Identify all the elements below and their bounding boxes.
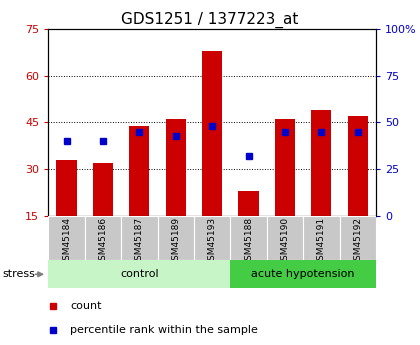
- Bar: [339, 216, 376, 260]
- Text: acute hypotension: acute hypotension: [251, 269, 355, 279]
- Bar: [165, 119, 186, 216]
- Text: GSM45193: GSM45193: [207, 217, 217, 266]
- Bar: [48, 216, 85, 260]
- Bar: [121, 216, 158, 260]
- Bar: [311, 110, 331, 216]
- Text: GSM45190: GSM45190: [281, 217, 289, 266]
- Bar: [348, 116, 368, 216]
- Bar: [194, 216, 230, 260]
- Bar: [202, 51, 222, 216]
- Bar: [57, 160, 76, 216]
- Bar: [85, 216, 121, 260]
- Text: percentile rank within the sample: percentile rank within the sample: [70, 325, 258, 335]
- Bar: [158, 216, 194, 260]
- Text: control: control: [120, 269, 159, 279]
- Bar: [48, 260, 230, 288]
- Bar: [93, 163, 113, 216]
- Text: GDS1251 / 1377223_at: GDS1251 / 1377223_at: [121, 12, 299, 28]
- Bar: [230, 216, 267, 260]
- Bar: [303, 216, 339, 260]
- Bar: [275, 119, 295, 216]
- Text: GSM45184: GSM45184: [62, 217, 71, 266]
- Text: GSM45188: GSM45188: [244, 217, 253, 266]
- Text: count: count: [70, 302, 102, 312]
- Text: GSM45191: GSM45191: [317, 217, 326, 266]
- Text: stress: stress: [2, 269, 35, 279]
- Bar: [267, 216, 303, 260]
- Bar: [129, 126, 150, 216]
- Text: GSM45187: GSM45187: [135, 217, 144, 266]
- Bar: [239, 191, 259, 216]
- Text: GSM45189: GSM45189: [171, 217, 180, 266]
- Bar: [230, 260, 376, 288]
- Text: GSM45186: GSM45186: [98, 217, 108, 266]
- Text: GSM45192: GSM45192: [353, 217, 362, 266]
